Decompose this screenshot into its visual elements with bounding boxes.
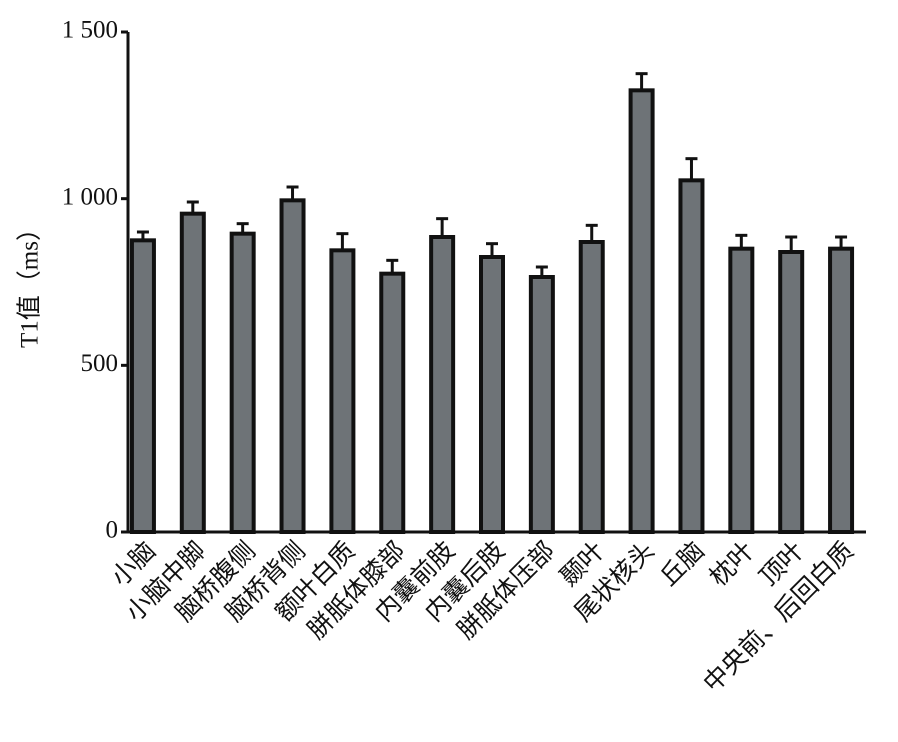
bar bbox=[329, 248, 356, 534]
bar bbox=[479, 255, 505, 534]
bar bbox=[279, 198, 306, 534]
bar bbox=[778, 250, 805, 534]
bar bbox=[578, 240, 605, 534]
bar bbox=[379, 271, 406, 534]
x-tick-label: 丘脑 bbox=[655, 536, 710, 591]
bar bbox=[678, 178, 705, 534]
y-tick-label: 1 000 bbox=[62, 183, 118, 210]
x-tick-label: 枕叶 bbox=[704, 536, 759, 591]
y-tick-label: 1 500 bbox=[62, 17, 118, 44]
bar bbox=[229, 231, 256, 535]
bar bbox=[429, 235, 456, 534]
bar bbox=[828, 246, 855, 535]
bar bbox=[628, 88, 655, 534]
y-tick-label: 0 bbox=[106, 517, 119, 544]
bar bbox=[129, 238, 156, 534]
bar bbox=[528, 275, 555, 534]
bar bbox=[728, 246, 755, 535]
y-tick-label: 500 bbox=[81, 350, 119, 377]
y-axis-title: T1值（ms） bbox=[16, 216, 44, 348]
bar bbox=[179, 211, 206, 535]
